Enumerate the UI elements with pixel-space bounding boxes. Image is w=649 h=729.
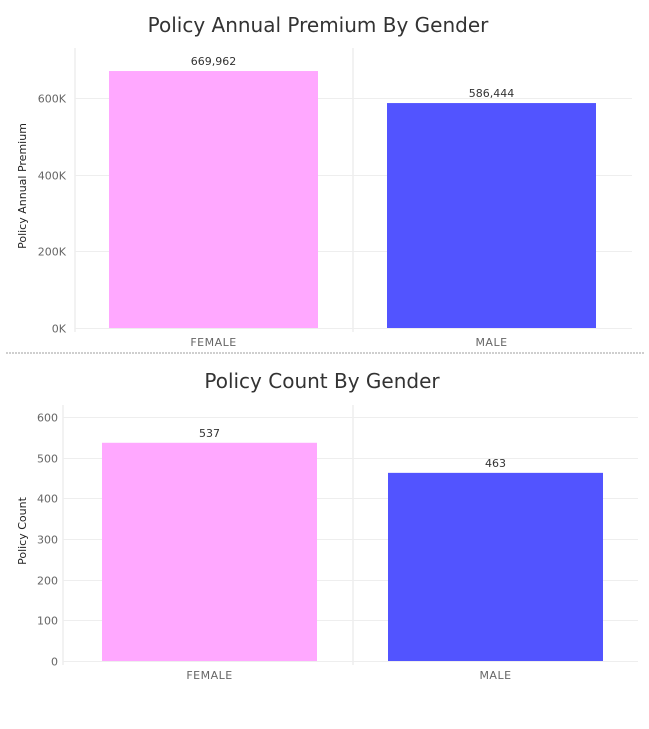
count-y-tick-label: 100: [37, 615, 58, 628]
count-y-tick-label: 300: [37, 534, 58, 547]
premium-bar-male: [387, 103, 596, 328]
premium-y-axis-label: Policy Annual Premium: [16, 123, 29, 249]
count-data-label: 537: [199, 427, 220, 440]
premium-data-label: 586,444: [469, 87, 515, 100]
count-chart-title: Policy Count By Gender: [204, 369, 440, 393]
count-chart: Policy Count By Gender Policy Count 0 100…: [16, 369, 638, 682]
count-bar-male: [388, 472, 603, 661]
premium-data-label: 669,962: [191, 55, 237, 68]
premium-y-tick-label: 400K: [38, 170, 67, 183]
premium-y-tick-label: 600K: [38, 93, 67, 106]
count-bar-female: [102, 442, 317, 661]
premium-y-tick-label: 200K: [38, 246, 67, 259]
count-x-tick-label: FEMALE: [186, 669, 232, 682]
premium-bar-female: [109, 71, 318, 329]
premium-x-tick-label: MALE: [475, 336, 507, 349]
premium-chart: Policy Annual Premium By Gender Policy A…: [16, 13, 632, 349]
count-y-axis-label: Policy Count: [16, 496, 29, 564]
count-y-tick-label: 0: [51, 656, 58, 669]
premium-x-tick-label: FEMALE: [190, 336, 236, 349]
premium-y-tick-label: 0K: [52, 323, 67, 336]
premium-chart-title: Policy Annual Premium By Gender: [148, 13, 490, 37]
count-data-label: 463: [485, 457, 506, 470]
count-y-tick-label: 600: [37, 412, 58, 425]
count-y-tick-label: 400: [37, 493, 58, 506]
count-y-tick-label: 200: [37, 575, 58, 588]
count-y-tick-label: 500: [37, 453, 58, 466]
count-x-tick-label: MALE: [479, 669, 511, 682]
